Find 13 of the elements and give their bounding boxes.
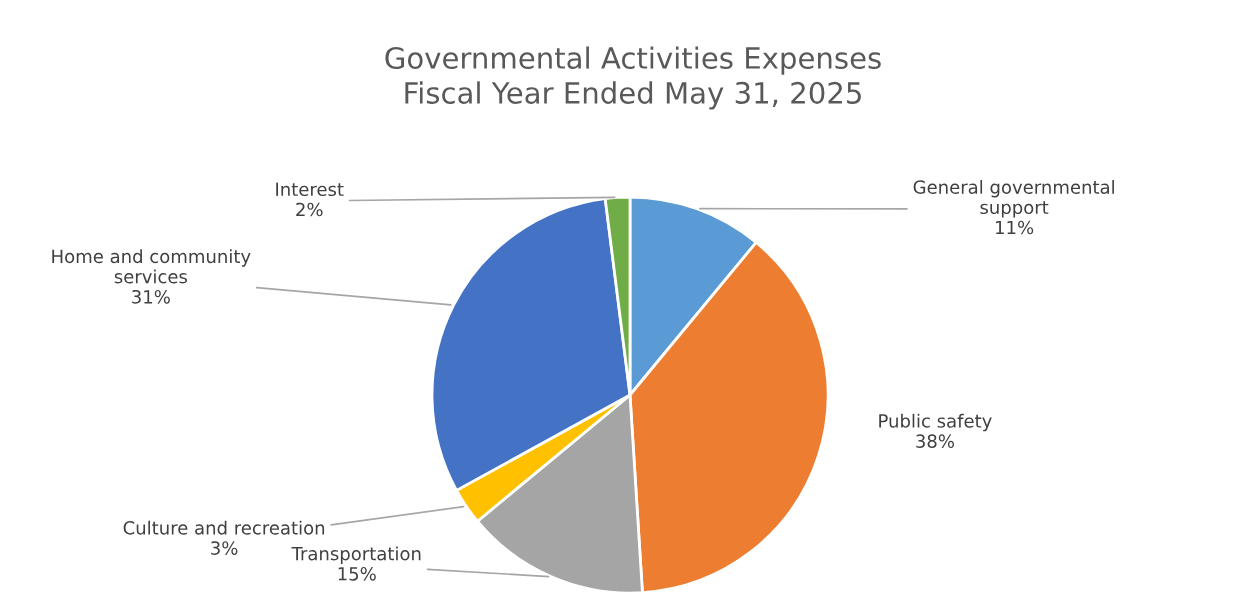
data-label: 31% bbox=[132, 289, 170, 304]
slice-label: Public safety bbox=[879, 413, 992, 432]
slice-label: Home and community services bbox=[52, 249, 251, 284]
data-label: 38% bbox=[916, 434, 954, 448]
chart-title: Governmental Activities Expenses Fiscal Year Ended May 31, 2025 bbox=[385, 46, 881, 110]
slice-label: Interest bbox=[276, 182, 344, 197]
slice-label: General governmental support bbox=[913, 179, 1114, 218]
slice-label: Culture and recreation bbox=[123, 520, 325, 535]
data-label: 3% bbox=[211, 541, 238, 555]
slice-label: Transportation bbox=[291, 546, 421, 564]
data-label: 11% bbox=[996, 220, 1034, 235]
data-label: 15% bbox=[338, 566, 376, 581]
data-label: 2% bbox=[296, 202, 323, 217]
